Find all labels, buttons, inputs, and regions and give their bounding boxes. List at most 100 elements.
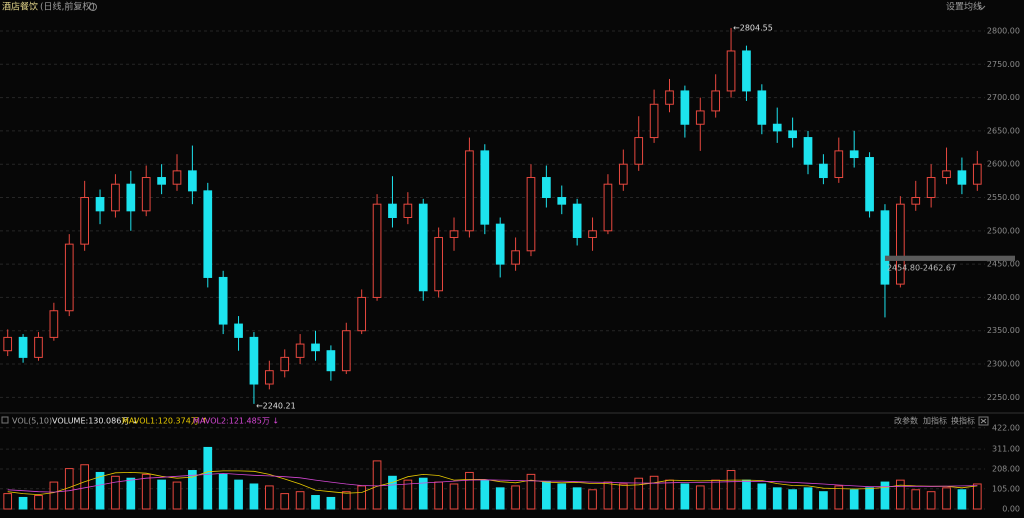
volume-bar — [80, 464, 89, 510]
volume-bar — [772, 487, 782, 510]
volume-bar — [680, 483, 690, 510]
candle-body — [80, 197, 89, 245]
candle-body — [542, 177, 551, 199]
candle-body — [34, 336, 43, 358]
y-tick-label: 2500.00 — [987, 226, 1020, 235]
candle-body — [557, 197, 567, 205]
volume-bar — [695, 485, 705, 510]
candle-body — [403, 203, 413, 218]
candle-body — [234, 323, 243, 338]
candle-body — [911, 197, 921, 205]
volume-bar — [172, 481, 182, 510]
candle-body — [803, 137, 813, 165]
volume-bar — [557, 483, 567, 510]
candle-body — [695, 110, 705, 125]
volume-bar — [388, 475, 397, 510]
mavol-line — [7, 472, 978, 493]
candle-body — [926, 177, 936, 199]
candle-body — [957, 170, 967, 185]
volume-bar — [495, 487, 505, 510]
volume-bar — [188, 470, 197, 510]
chart-subtitle: (日线,前复权) — [40, 1, 95, 13]
volume-bar — [341, 491, 351, 510]
settings-icon[interactable] — [89, 3, 97, 11]
close-icon — [980, 418, 987, 424]
candle-body — [295, 343, 305, 358]
candle-body — [480, 150, 490, 225]
candle-body — [341, 330, 351, 372]
candle-body — [157, 177, 166, 185]
tool-button[interactable]: 改参数 — [894, 416, 918, 426]
volume-bar — [326, 496, 336, 510]
candle-body — [95, 197, 105, 212]
volume-bar — [542, 481, 551, 510]
y-tick-label: 2250.00 — [987, 393, 1020, 402]
volume-bar — [742, 479, 751, 510]
volume-bar — [511, 485, 520, 510]
volume-bar — [834, 485, 844, 510]
candle-body — [972, 163, 982, 185]
candle-body — [572, 203, 582, 238]
vol-tick-label: 105.00 — [992, 484, 1020, 493]
vol-icon — [1, 416, 9, 424]
volume-bar — [896, 479, 905, 510]
gap-label: 2454.80-2462.67 — [887, 263, 956, 272]
candle-body — [849, 150, 859, 159]
volume-bar — [849, 489, 859, 510]
candle-body — [311, 343, 320, 352]
candle-body — [819, 163, 828, 179]
candle-body — [141, 177, 151, 212]
tool-button[interactable]: 换指标 — [951, 416, 975, 426]
candle-body — [172, 170, 182, 185]
candle-body — [418, 203, 428, 292]
candle-body — [264, 370, 274, 385]
candle-body — [280, 356, 290, 372]
candle-body — [726, 50, 736, 92]
vol-tick-label: 422.00 — [992, 423, 1020, 432]
volume-bar — [34, 495, 43, 510]
volume-bar — [111, 475, 120, 510]
y-tick-label: 2650.00 — [987, 126, 1020, 135]
volume-bar — [618, 483, 628, 510]
volume-bar — [280, 493, 290, 510]
y-tick-label: 2300.00 — [987, 360, 1020, 369]
volume-bar — [726, 470, 736, 510]
volume-bar — [95, 471, 105, 510]
volume-bar — [880, 481, 890, 510]
volume-bar — [234, 479, 243, 510]
volume-bar — [526, 473, 536, 510]
chart-title: 酒店餐饮 — [2, 1, 38, 13]
candle-body — [64, 243, 74, 312]
candle-body — [18, 336, 28, 358]
volume-bar — [634, 477, 644, 510]
candle-body — [511, 250, 520, 265]
high-annotation: ←2804.55 — [733, 23, 773, 32]
candle-body — [880, 210, 890, 285]
volume-bar — [711, 479, 721, 510]
volume-bar — [157, 479, 166, 510]
low-annotation: ←2240.21 — [256, 401, 296, 410]
candle-body — [711, 90, 721, 112]
volume-bar — [141, 473, 151, 510]
volume-bar — [788, 489, 797, 510]
vol-tick-label: 0.00 — [1002, 505, 1020, 514]
volume-bar — [311, 495, 320, 510]
candle-body — [834, 150, 844, 179]
volume-bar — [357, 485, 367, 510]
volume-bar — [203, 446, 213, 510]
candle-body — [495, 223, 505, 265]
y-tick-label: 2600.00 — [987, 160, 1020, 169]
volume-bar — [126, 477, 136, 510]
tool-button[interactable]: 加指标 — [923, 416, 947, 426]
volume-bar — [911, 489, 921, 510]
close-button[interactable] — [978, 416, 989, 426]
candle-body — [788, 130, 797, 139]
candle-body — [772, 123, 782, 132]
candle-body — [618, 163, 628, 185]
y-tick-label: 2450.00 — [987, 260, 1020, 269]
vol-header: MAVOL2:121.485万 ↓ — [193, 417, 279, 426]
candle-body — [896, 203, 905, 285]
ma-setting[interactable]: 设置均线 — [946, 1, 982, 13]
y-tick-label: 2800.00 — [987, 26, 1020, 35]
volume-bar — [449, 483, 459, 510]
